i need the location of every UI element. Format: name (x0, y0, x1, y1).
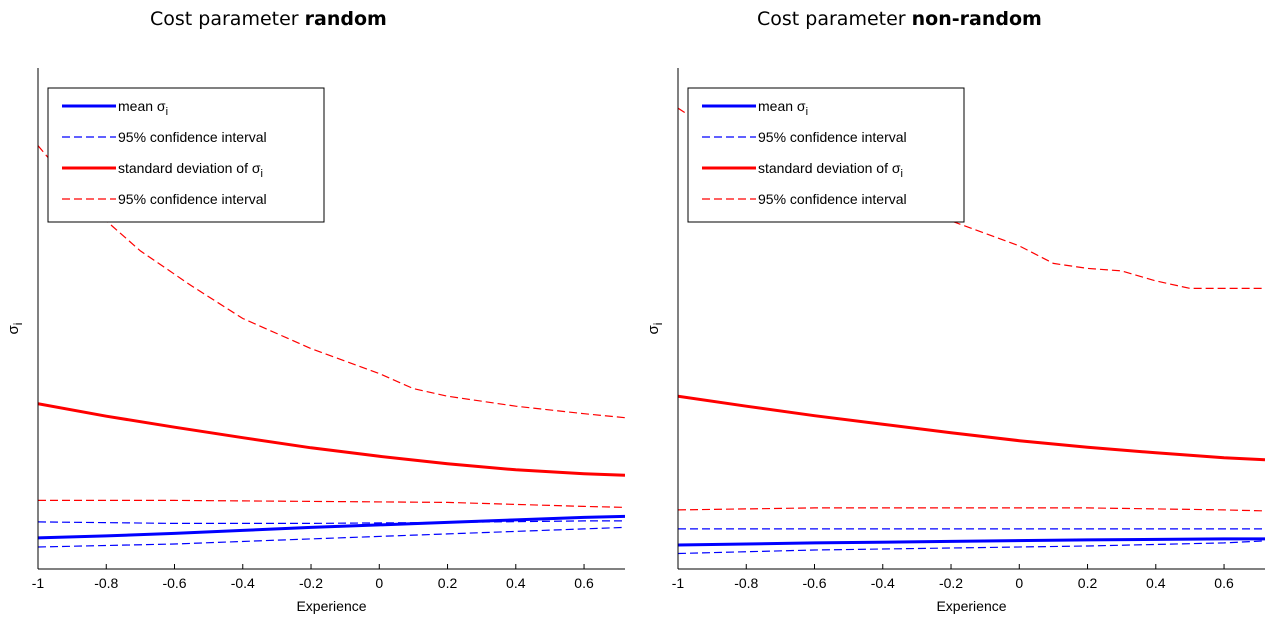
chart-2-x-axis-label: Experience (936, 598, 1006, 614)
chart-1-series-2-line (38, 526, 625, 548)
chart-1-legend-label: mean σi (118, 98, 168, 118)
chart-2-legend-label: 95% confidence interval (758, 129, 907, 145)
chart-2-x-tick-label: -0.2 (939, 575, 963, 591)
chart-1-series-4-line (38, 145, 625, 419)
svg-text:σi: σi (5, 323, 25, 335)
chart-1-y-axis-label: σi (5, 323, 25, 335)
chart-1-x-tick-label: -0.4 (231, 575, 255, 591)
chart-2-y-axis-label: σi (645, 323, 665, 335)
chart-1-series-1-line (38, 520, 625, 525)
chart-2-x-tick-label: 0.4 (1146, 575, 1166, 591)
chart-1-legend-label: 95% confidence interval (118, 191, 267, 207)
chart-2-series-2-line (678, 540, 1265, 555)
chart-2-title: Cost parameter non-random (757, 8, 1042, 30)
chart-2-x-tick-label: -0.8 (734, 575, 758, 591)
chart-1-x-tick-label: -0.6 (162, 575, 186, 591)
chart-2-series-5-line (678, 507, 1265, 512)
chart-1-series-0-line (38, 514, 625, 540)
chart-1-x-tick-label: 0 (375, 575, 383, 591)
chart-2-x-tick-label: -0.6 (802, 575, 826, 591)
chart-1-plot-area (38, 145, 625, 548)
chart-1-x-axis-label: Experience (296, 598, 366, 614)
chart-2-x-tick-label: 0.2 (1078, 575, 1098, 591)
chart-1-series-3-line (38, 402, 625, 477)
chart-1-x-tick-label: 0.2 (438, 575, 458, 591)
chart-2-x-tick-label: 0 (1015, 575, 1023, 591)
chart-2-legend-label: mean σi (758, 98, 808, 118)
chart-1-series-5-line (38, 499, 625, 508)
chart-1-x-tick-label: 0.4 (506, 575, 526, 591)
svg-text:σi: σi (645, 323, 665, 335)
chart-1-legend-label: 95% confidence interval (118, 129, 267, 145)
chart-2-series-3-line (678, 394, 1265, 462)
chart-2-legend-label: standard deviation of σi (758, 160, 903, 180)
chart-2-legend-label: 95% confidence interval (758, 191, 907, 207)
chart-1-x-tick-label: 0.6 (574, 575, 594, 591)
chart-2-legend: mean σi 95% confidence interval standard d… (687, 87, 965, 223)
chart-2-series-0-line (678, 537, 1265, 547)
chart-2-x-tick-label: 0.6 (1214, 575, 1234, 591)
chart-1-legend: mean σi 95% confidence interval standard d… (47, 87, 325, 223)
chart-2-x-tick-label: -1 (672, 575, 685, 591)
chart-2: -1 -0.8 -0.6 -0.4 -0.2 0 0.2 0.4 0.6 Experience σi… (645, 68, 1265, 614)
chart-1-x-tick-label: -0.2 (299, 575, 323, 591)
chart-1-x-tick-label: -0.8 (94, 575, 118, 591)
chart-1-legend-label: standard deviation of σi (118, 160, 263, 180)
chart-2-x-tick-label: -0.4 (871, 575, 895, 591)
chart-1-x-tick-label: -1 (32, 575, 45, 591)
chart-1: -1 -0.8 -0.6 -0.4 -0.2 0 0.2 0.4 0.6 Experience σi… (5, 68, 625, 614)
chart-1-title: Cost parameter random (150, 8, 387, 30)
